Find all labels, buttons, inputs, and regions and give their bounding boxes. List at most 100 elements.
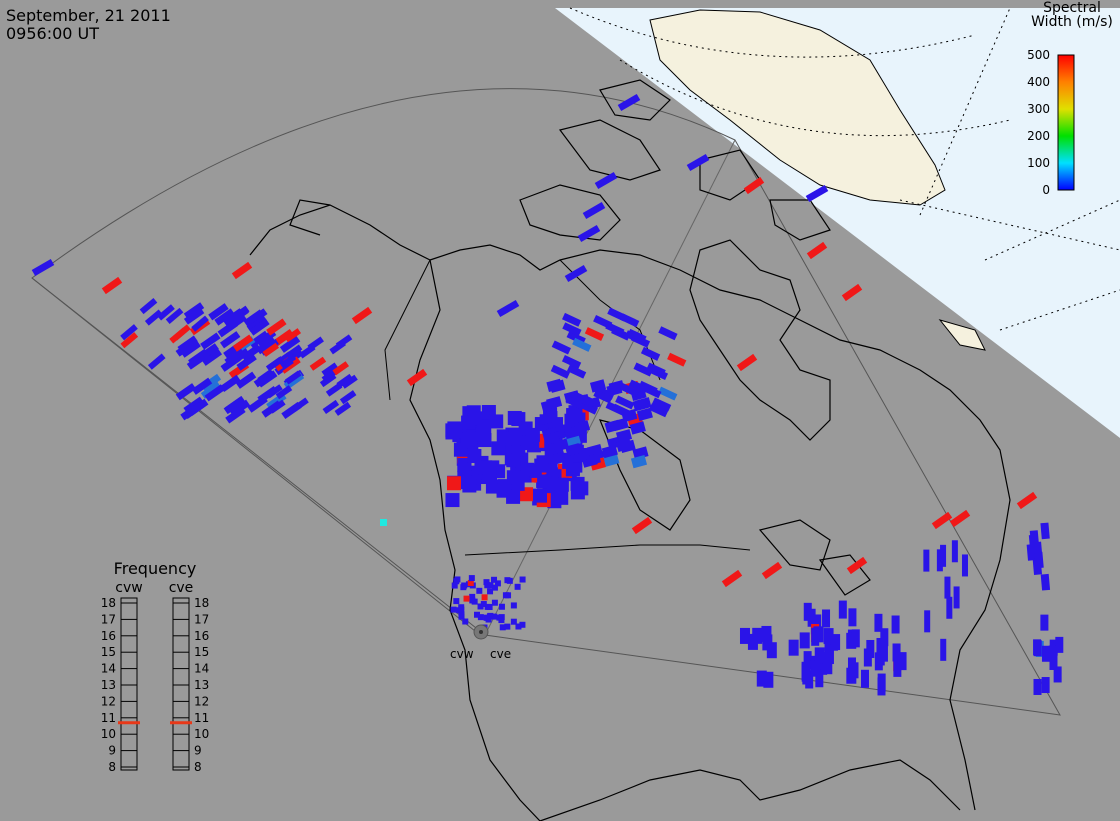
scatter-cell — [223, 308, 244, 326]
scatter-cell — [325, 382, 343, 397]
scatter-cell — [658, 386, 678, 401]
scatter-cell — [822, 658, 833, 675]
scatter-cell — [803, 602, 812, 621]
scatter-cell — [1055, 636, 1064, 653]
scatter-cell — [893, 658, 902, 677]
scatter-cell — [201, 348, 223, 366]
scatter-cell — [924, 610, 931, 633]
scatter-cell — [180, 340, 201, 358]
scatter-cell — [307, 336, 324, 351]
scatter-cell — [747, 633, 758, 650]
scatter-cell — [506, 453, 521, 468]
scatter-cell — [582, 201, 606, 220]
scatter-cell — [806, 241, 828, 260]
scatter-cell — [157, 304, 175, 321]
scatter-cell — [577, 224, 601, 243]
scatter-cell — [507, 410, 522, 425]
scatter-cell — [549, 452, 566, 466]
frequency-tick-label-left: 8 — [108, 760, 116, 774]
scatter-cell — [292, 397, 309, 412]
scatter-cell — [335, 334, 353, 349]
scatter-cell — [830, 634, 841, 651]
scatter-cell — [183, 302, 205, 320]
scatter-cell — [463, 431, 478, 446]
scatter-cell — [632, 398, 649, 412]
spectral-width-colorbar: Spectral Width (m/s) 500 400 300 200 100 0 — [1027, 0, 1113, 197]
scatter-cell — [1041, 677, 1050, 694]
scatter-cell — [506, 489, 521, 504]
frequency-tick-label-right: 10 — [194, 727, 209, 741]
scatter-cell — [743, 176, 765, 195]
scatter-cell — [1048, 645, 1057, 662]
scatter-cell — [491, 599, 498, 606]
scatter-cell — [608, 380, 625, 394]
scatter-cell — [204, 384, 225, 402]
scatter-cell — [332, 361, 350, 376]
frequency-tick-label-left: 13 — [101, 678, 116, 692]
scatter-cell — [565, 443, 582, 457]
frequency-tick-label-right: 14 — [194, 662, 209, 676]
scatter-cell — [562, 322, 582, 337]
scatter-cell — [499, 624, 506, 631]
scatter-cell — [273, 328, 294, 347]
scatter-cell — [1041, 645, 1050, 662]
scatter-cell — [485, 479, 500, 494]
scatter-cell — [561, 354, 582, 369]
scatter-cell — [799, 632, 810, 649]
scatter-cell — [322, 399, 340, 415]
scatter-cell — [477, 614, 484, 621]
colorbar-ticks: 500 400 300 200 100 0 — [1027, 48, 1050, 197]
scatter-cell — [214, 308, 235, 326]
scatter-cell — [491, 441, 506, 456]
scatter-cell — [543, 431, 560, 446]
frequency-tick-label-left: 18 — [101, 596, 116, 610]
scatter-cell — [876, 647, 885, 666]
scatter-cell — [642, 384, 662, 399]
scatter-cell — [891, 615, 900, 634]
frequency-tick-label-left: 12 — [101, 694, 116, 708]
scatter-cell — [460, 584, 467, 591]
colorbar-tick-label: 0 — [1042, 183, 1050, 197]
scatter-cell — [554, 477, 569, 492]
scatter-cell — [457, 475, 472, 490]
frequency-label-cve: cve — [169, 580, 194, 596]
colorbar-gradient — [1057, 54, 1075, 191]
radar-fov-outline — [31, 88, 1061, 716]
scatter-cell — [453, 598, 460, 605]
scatter-cell — [953, 586, 960, 609]
scatter-cell — [1040, 614, 1049, 631]
frequency-tick-label-left: 9 — [108, 744, 116, 758]
scatter-cell — [860, 669, 869, 688]
scatter-cell — [539, 411, 556, 425]
scatter-cell — [225, 406, 246, 424]
frequency-tick-label-left: 10 — [101, 727, 116, 741]
frequency-tick-label-right: 18 — [194, 596, 209, 610]
scatter-cell — [877, 673, 886, 692]
scatter-cell — [593, 389, 613, 404]
scatter-cell — [334, 401, 352, 416]
scatter-cell — [601, 444, 618, 459]
scatter-cell — [940, 544, 947, 567]
scatter-cell — [546, 396, 563, 410]
scatter-cell — [658, 326, 678, 341]
scatter-cell — [586, 443, 603, 458]
scatter-cell — [487, 582, 494, 589]
frequency-ticks: 18 18 17 17 16 16 15 15 14 14 13 13 12 12 11 11 10 10 9 9 8 8 — [101, 596, 210, 774]
scatter-cell — [648, 403, 669, 418]
scatter-cell — [813, 614, 822, 633]
scatter-cell — [874, 613, 883, 632]
site-label-cve: cve — [490, 647, 511, 661]
scatter-cell — [186, 352, 208, 370]
scatter-cell — [892, 643, 901, 662]
scatter-cell — [246, 314, 268, 333]
colorbar-tick-label: 500 — [1027, 48, 1050, 62]
scatter-cell — [451, 582, 458, 589]
frequency-tick-label-right: 17 — [194, 612, 209, 626]
scatter-cell — [175, 383, 197, 401]
scatter-cell — [489, 414, 504, 429]
scatter-cell — [570, 485, 585, 500]
colorbar-title-line2: Width (m/s) — [1031, 14, 1113, 30]
frequency-panel: Frequency cvw cve 18 18 17 17 16 16 15 15 14 14 13… — [101, 559, 210, 774]
